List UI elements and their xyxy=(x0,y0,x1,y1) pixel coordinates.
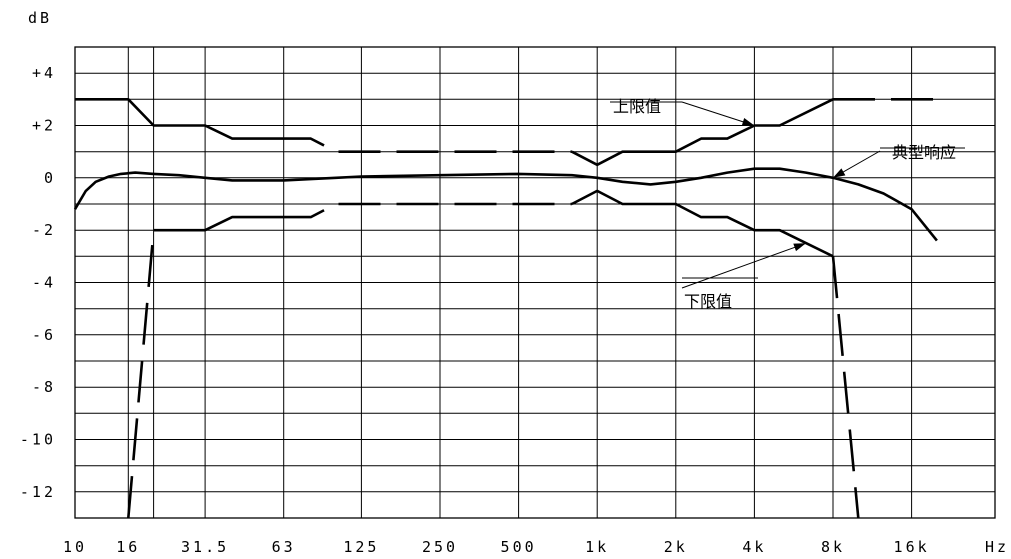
series-segment xyxy=(283,137,572,153)
annotation-arrowhead xyxy=(833,168,846,178)
series-segment xyxy=(571,98,834,167)
x-tick-label: 10 xyxy=(63,538,87,556)
x-tick-label: 2k xyxy=(664,538,688,556)
annotation-label: 典型响应 xyxy=(892,143,956,162)
annotation-arrowhead xyxy=(793,243,806,252)
y-tick-label: -2 xyxy=(32,221,56,239)
series-segment xyxy=(127,230,155,519)
x-tick-label: 8k xyxy=(821,538,845,556)
annotation-leader xyxy=(681,101,755,126)
tick-labels: 10 16 31.5 63 125 250 500 1k 2k 4k 8k 16k +4 +2 0 -2 -4 -… xyxy=(20,64,930,556)
grid xyxy=(74,46,995,519)
y-tick-label: 0 xyxy=(44,169,56,187)
y-tick-label: -6 xyxy=(32,326,56,344)
x-tick-label: 16k xyxy=(894,538,930,556)
y-tick-label: +4 xyxy=(32,64,56,82)
series-segment xyxy=(75,98,284,140)
series-line xyxy=(75,98,937,167)
annotation-label: 下限值 xyxy=(684,292,732,311)
x-tick-label: 63 xyxy=(272,538,296,556)
y-tick-label: -12 xyxy=(20,483,56,501)
x-tick-label: 31.5 xyxy=(181,538,229,556)
x-tick-label: 250 xyxy=(422,538,458,556)
x-tick-label: 125 xyxy=(343,538,379,556)
series-segment xyxy=(831,256,860,519)
series-line xyxy=(73,167,938,242)
x-tick-label: 16 xyxy=(116,538,140,556)
plot-frame xyxy=(74,46,996,519)
x-tick-label: 4k xyxy=(742,538,766,556)
x-tick-label: 1k xyxy=(585,538,609,556)
y-tick-label: -10 xyxy=(20,431,56,449)
series-segment xyxy=(153,215,284,232)
annotation-arrowhead xyxy=(741,118,755,126)
series-segment xyxy=(571,189,834,258)
x-axis-label: Hz xyxy=(985,538,1009,556)
y-axis-label: dB xyxy=(28,9,52,27)
series-segment xyxy=(283,202,572,219)
y-tick-label: +2 xyxy=(32,117,56,135)
y-tick-label: -4 xyxy=(32,274,56,292)
annotation-leader xyxy=(681,242,807,289)
curves xyxy=(73,98,938,519)
x-tick-label: 500 xyxy=(501,538,537,556)
series-line xyxy=(127,189,860,519)
y-tick-label: -8 xyxy=(32,378,56,396)
series-segment xyxy=(73,167,938,242)
annotation-label: 上限值 xyxy=(613,97,661,116)
